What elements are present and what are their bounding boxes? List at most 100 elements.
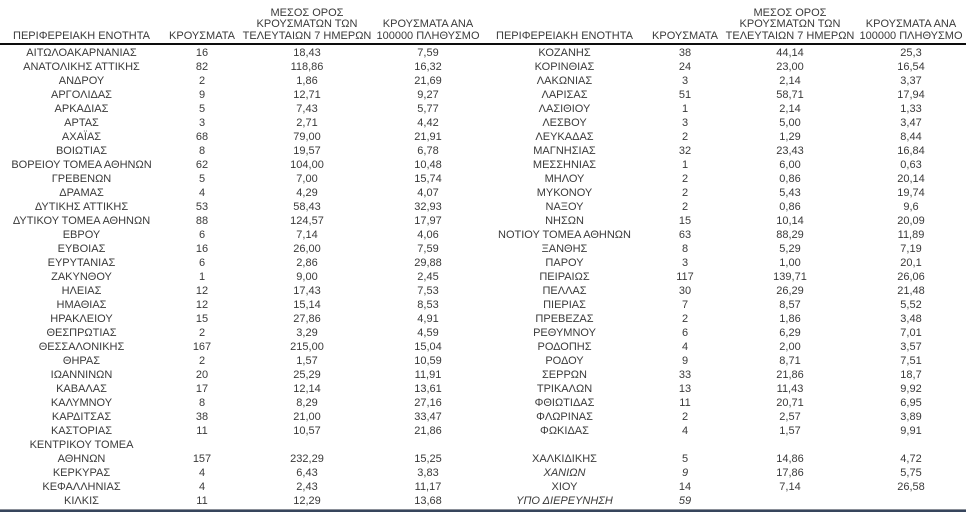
- per100k-column-header: ΚΡΟΥΣΜΑΤΑ ΑΝΑ 100000 ΠΛΗΘΥΣΜΟ: [373, 18, 483, 43]
- avg7-cell: 5,00: [779, 117, 801, 129]
- table-bottom-border: [0, 509, 966, 512]
- table-row: ΛΕΥΚΑΔΑΣ 2 1,29 8,44: [483, 130, 966, 144]
- per100k-cell: 7,51: [900, 355, 922, 367]
- table-row: ΠΕΛΛΑΣ 30 26,29 21,48: [483, 284, 966, 298]
- per100k-cell: 15,25: [414, 453, 442, 465]
- per100k-cell: 7,19: [900, 243, 922, 255]
- table-row: ΘΕΣΣΑΛΟΝΙΚΗΣ 167 215,00 15,04: [0, 340, 483, 354]
- table-row: ΚΙΛΚΙΣ 11 12,29 13,68: [0, 494, 483, 508]
- avg7-cell: 1,86: [296, 75, 318, 87]
- avg7-header-line: ΜΕΣΟΣ ΟΡΟΣ: [270, 6, 344, 19]
- avg7-cell: 232,29: [290, 453, 324, 465]
- region-cell: ΠΑΡΟΥ: [545, 257, 584, 269]
- avg7-cell: 1,86: [779, 313, 801, 325]
- avg7-cell: 1,57: [296, 355, 318, 367]
- cases-cell: 38: [678, 47, 692, 59]
- table-row: ΝΑΞΟΥ 2 0,86 9,6: [483, 200, 966, 214]
- cases-cell: 15: [678, 215, 692, 227]
- right-table-header-row: ΠΕΡΙΦΕΡΕΙΑΚΗ ΕΝΟΤΗΤΑ ΚΡΟΥΣΜΑΤΑ ΜΕΣΟΣ ΟΡΟ…: [483, 0, 966, 45]
- region-cell: ΘΕΣΠΡΩΤΙΑΣ: [46, 327, 117, 339]
- per100k-cell: 3,57: [900, 341, 922, 353]
- per100k-cell: 9,91: [900, 425, 922, 437]
- avg7-cell: 1,57: [779, 425, 801, 437]
- cases-cell: 2: [681, 173, 689, 185]
- cases-column-header: ΚΡΟΥΣΜΑΤΑ: [652, 29, 718, 42]
- region-cell: ΤΡΙΚΑΛΩΝ: [536, 383, 593, 395]
- per100k-cell: 15,04: [414, 341, 442, 353]
- avg7-cell: [724, 438, 856, 452]
- avg7-cell: 139,71: [773, 271, 807, 283]
- region-cell: ΑΝΔΡΟΥ: [58, 75, 105, 87]
- region-cell: ΚΑΣΤΟΡΙΑΣ: [50, 425, 113, 437]
- table-row: ΚΑΛΥΜΝΟΥ 8 8,29 27,16: [0, 396, 483, 410]
- per100k-cell: 21,48: [897, 285, 925, 297]
- avg7-cell: 118,86: [290, 61, 324, 73]
- region-cell: ΕΒΡΟΥ: [62, 229, 101, 241]
- region-cell: ΗΡΑΚΛΕΙΟΥ: [50, 313, 113, 325]
- region-cell: ΙΩΑΝΝΙΝΩΝ: [50, 369, 113, 381]
- right-table: ΠΕΡΙΦΕΡΕΙΑΚΗ ΕΝΟΤΗΤΑ ΚΡΟΥΣΜΑΤΑ ΜΕΣΟΣ ΟΡΟ…: [483, 0, 966, 508]
- per100k-cell: 20,14: [897, 173, 925, 185]
- region-cell: ΑΡΤΑΣ: [64, 117, 99, 129]
- cases-column-header: ΚΡΟΥΣΜΑΤΑ: [169, 29, 235, 42]
- per100k-cell: 3,48: [900, 313, 922, 325]
- per100k-cell: 7,01: [900, 327, 922, 339]
- avg7-cell: 21,86: [776, 369, 804, 381]
- table-row: ΑΡΓΟΛΙΔΑΣ 9 12,71 9,27: [0, 88, 483, 102]
- per100k-cell: 16,54: [897, 61, 925, 73]
- region-cell: ΚΙΛΚΙΣ: [64, 495, 99, 507]
- avg7-cell: 9,00: [296, 271, 318, 283]
- region-cell: ΑΡΓΟΛΙΔΑΣ: [51, 89, 112, 101]
- region-cell: ΗΛΕΙΑΣ: [61, 285, 102, 297]
- per100k-cell: 20,1: [900, 257, 922, 269]
- region-cell: ΡΟΔΟΥ: [545, 355, 584, 367]
- region-cell: ΒΟΙΩΤΙΑΣ: [55, 145, 108, 157]
- avg7-cell: 23,00: [776, 61, 804, 73]
- cases-cell: 8: [198, 145, 206, 157]
- region-cell: ΛΑΡΙΣΑΣ: [541, 89, 588, 101]
- region-cell: ΠΕΛΛΑΣ: [542, 285, 587, 297]
- avg7-cell: 2,14: [779, 103, 801, 115]
- avg7-cell: 0,86: [779, 173, 801, 185]
- region-cell: ΚΑΛΥΜΝΟΥ: [50, 397, 113, 409]
- avg7-cell: 4,29: [296, 187, 318, 199]
- table-row: ΖΑΚΥΝΘΟΥ 1 9,00 2,45: [0, 270, 483, 284]
- cases-cell: 4: [681, 425, 689, 437]
- table-row: ΧΑΝΙΩΝ 9 17,86 5,75: [483, 466, 966, 480]
- cases-cell: 68: [195, 131, 209, 143]
- cases-cell: 2: [681, 313, 689, 325]
- region-cell: ΡΕΘΥΜΝΟΥ: [533, 327, 596, 339]
- table-row: ΦΩΚΙΔΑΣ 4 1,57 9,91: [483, 424, 966, 438]
- region-cell: ΛΑΣΙΘΙΟΥ: [538, 103, 591, 115]
- cases-cell: [163, 438, 241, 452]
- table-row: ΦΘΙΩΤΙΔΑΣ 11 20,71 6,95: [483, 396, 966, 410]
- avg7-cell: 58,43: [293, 201, 321, 213]
- avg7-cell: 12,71: [293, 89, 321, 101]
- cases-cell: 5: [681, 453, 689, 465]
- avg7-cell: 17,43: [293, 285, 321, 297]
- region-cell: ΦΛΩΡΙΝΑΣ: [536, 411, 593, 423]
- table-row: ΡΟΔΟΥ 9 8,71 7,51: [483, 354, 966, 368]
- cases-cell: 1: [681, 159, 689, 171]
- table-row: ΑΡΚΑΔΙΑΣ 5 7,43 5,77: [0, 102, 483, 116]
- per100k-cell: 29,88: [414, 257, 442, 269]
- avg7-cell: 7,00: [296, 173, 318, 185]
- cases-cell: 2: [681, 131, 689, 143]
- cases-cell: 17: [195, 383, 209, 395]
- region-column-header: ΠΕΡΙΦΕΡΕΙΑΚΗ ΕΝΟΤΗΤΑ: [13, 29, 150, 42]
- per100k-header-line: 100000 ΠΛΗΘΥΣΜΟ: [376, 29, 480, 42]
- cases-cell: 82: [195, 61, 209, 73]
- cases-cell: 88: [195, 215, 209, 227]
- per100k-cell: 16,32: [414, 61, 442, 73]
- cases-cell: 33: [678, 369, 692, 381]
- region-cell: ΔΥΤΙΚΟΥ ΤΟΜΕΑ ΑΘΗΝΩΝ: [12, 215, 151, 227]
- region-cell: ΔΥΤΙΚΗΣ ΑΤΤΙΚΗΣ: [34, 201, 129, 213]
- region-cell: ΚΕΝΤΡΙΚΟΥ ΤΟΜΕΑ: [29, 439, 134, 451]
- region-cell: ΧΙΟΥ: [551, 481, 578, 493]
- per100k-cell: 9,27: [417, 89, 439, 101]
- per100k-cell: 20,09: [897, 215, 925, 227]
- cases-cell: 8: [198, 397, 206, 409]
- cases-cell: 11: [196, 425, 208, 437]
- per100k-cell: 10,48: [414, 159, 442, 171]
